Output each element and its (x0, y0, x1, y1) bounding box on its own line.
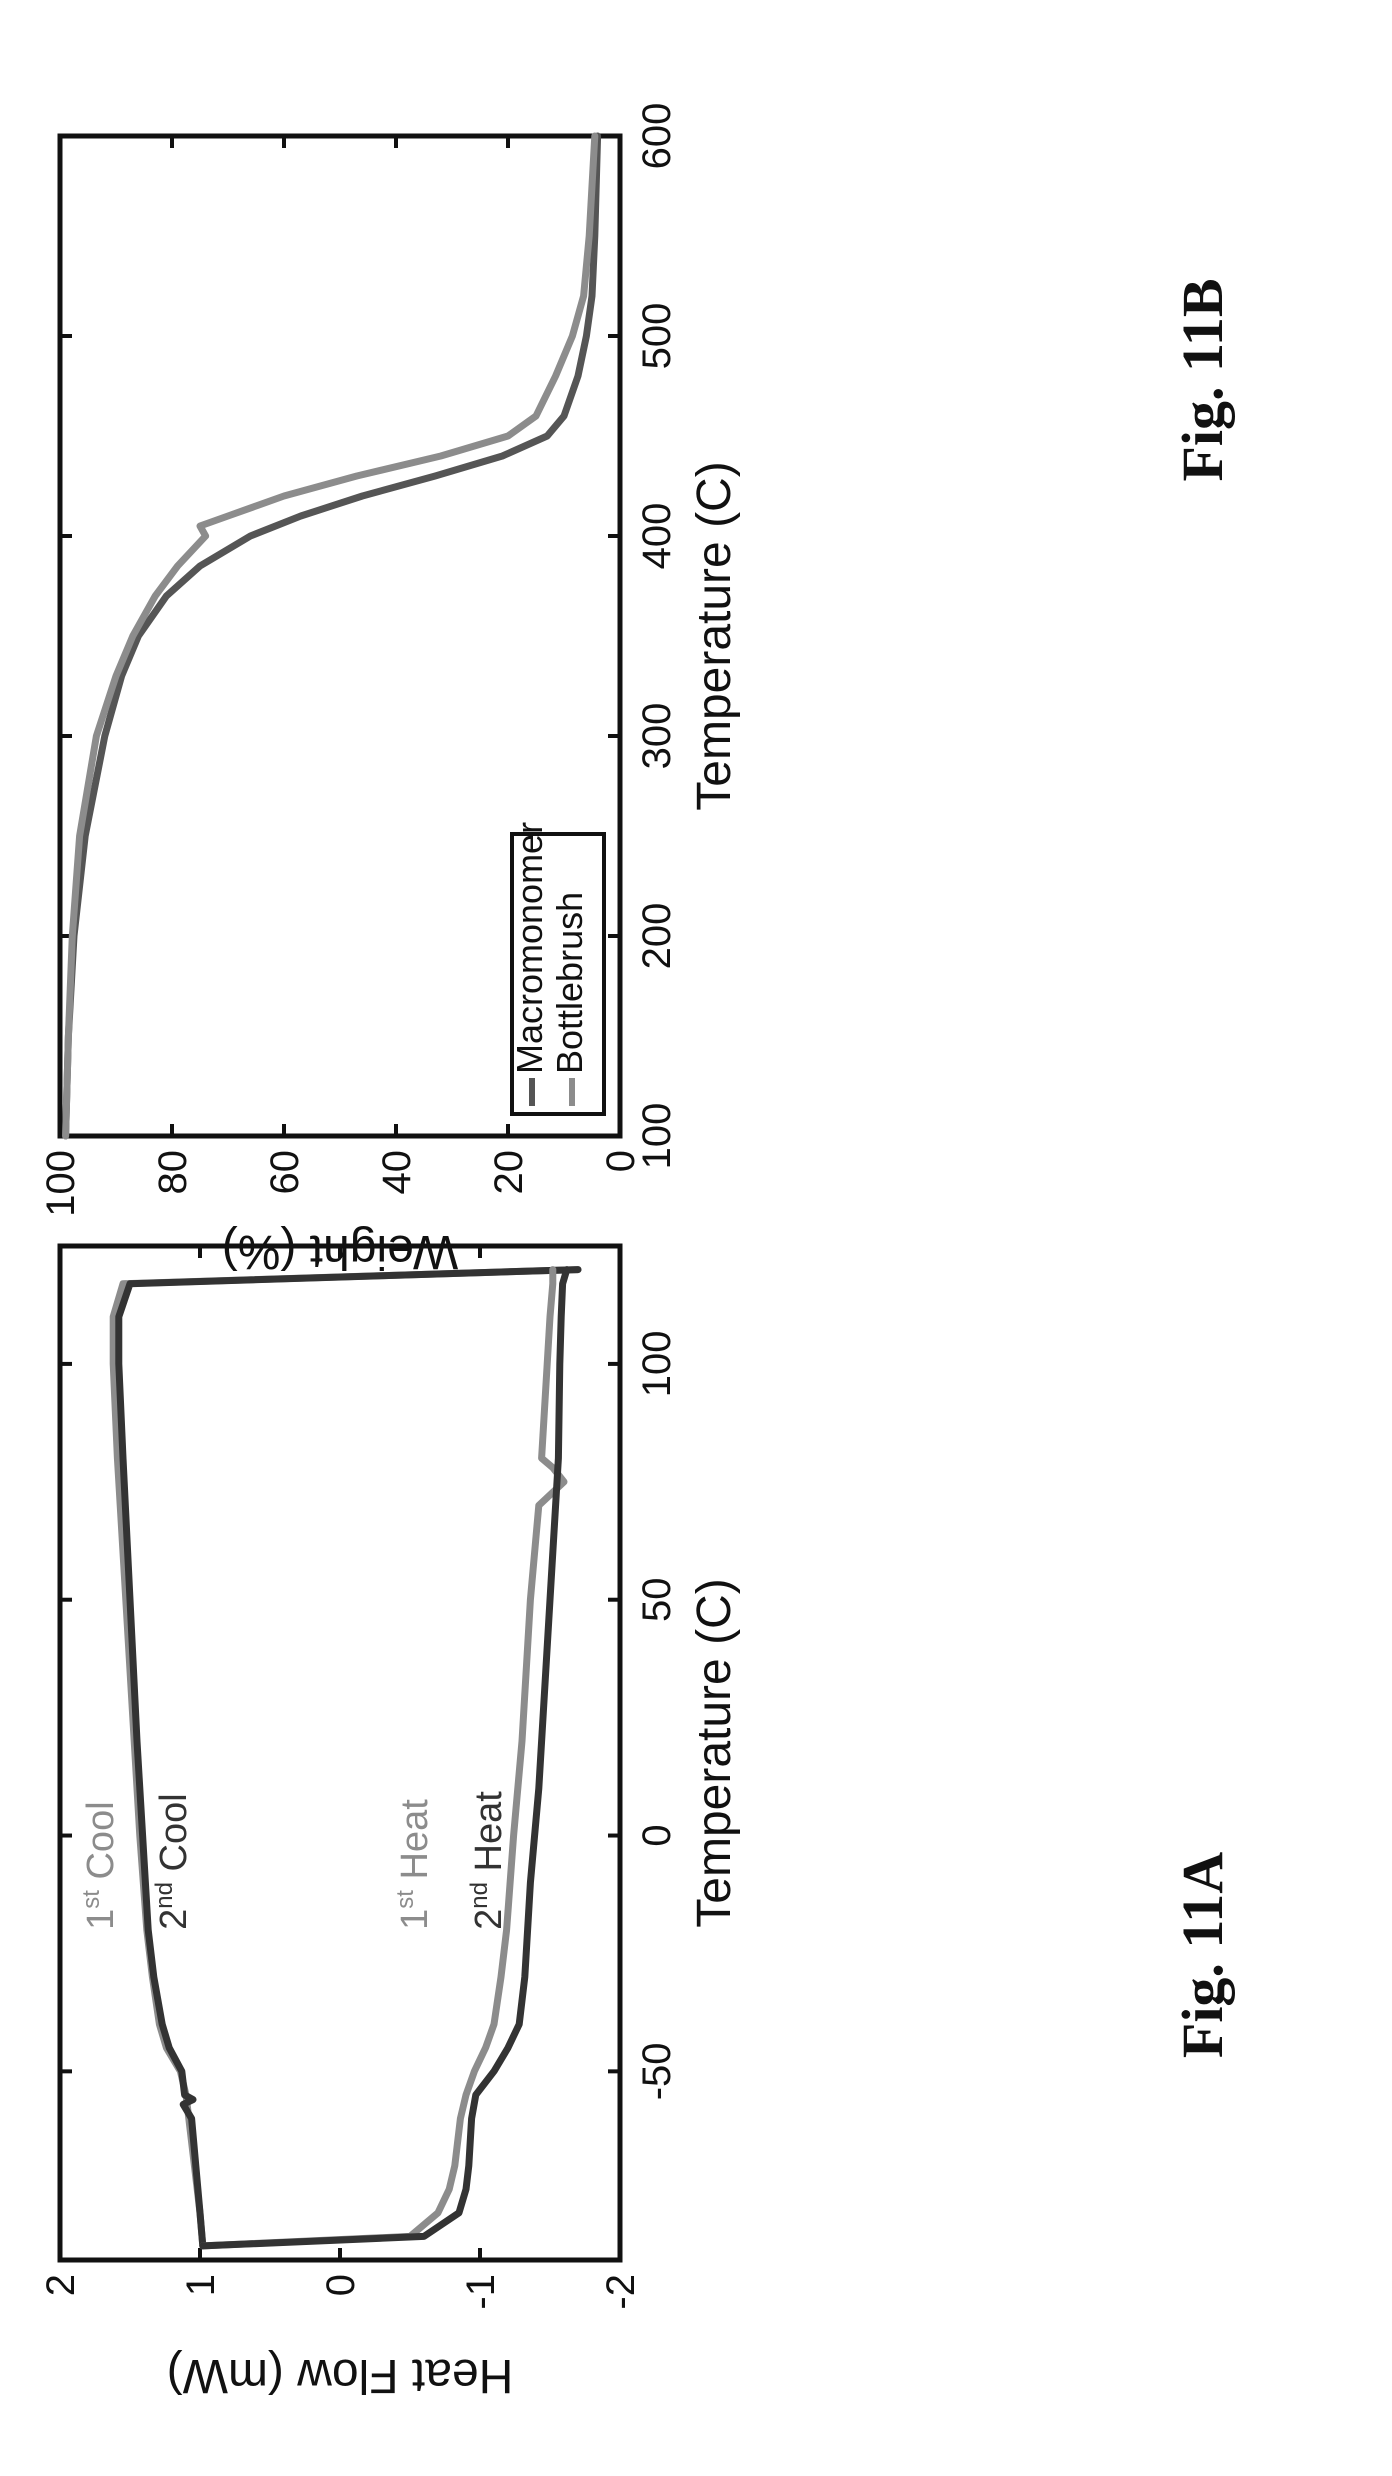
y-tick-label: 100 (39, 1150, 83, 1217)
figure-11b-label: Fig. 11B (1170, 278, 1235, 481)
y-tick-label: 20 (487, 1150, 531, 1195)
x-tick-label: 0 (635, 1824, 679, 1846)
legend-entry: Macromonomer (509, 822, 550, 1074)
annotation-superscript: nd (151, 1882, 178, 1909)
figure-11a-label: Fig. 11A (1170, 1852, 1235, 2058)
annotation-superscript: st (78, 1890, 105, 1909)
annotation-number: 2 (153, 1909, 195, 1930)
series-line-macromonomer (62, 132, 602, 1140)
y-tick-label: 0 (319, 2274, 363, 2296)
chart-11a: 100 200 300 400 500 600 0 20 40 60 80 100 Temperatur… (39, 103, 741, 1278)
series-line-bottlebrush (62, 132, 599, 1140)
y-tick-label: -1 (459, 2274, 503, 2310)
legend-entry: Bottlebrush (549, 892, 590, 1074)
x-tick-label: 100 (635, 1103, 679, 1170)
annotation-number: 2 (468, 1909, 510, 1930)
y-tick-label: 60 (263, 1150, 307, 1195)
annotation-text: Heat (394, 1799, 436, 1890)
x-tick-label: 100 (635, 1331, 679, 1398)
x-tick-label: 400 (635, 503, 679, 570)
annotation-superscript: st (392, 1890, 419, 1909)
x-tick-label: 300 (635, 703, 679, 770)
x-tick-label: 600 (635, 103, 679, 170)
x-tick-label: 50 (635, 1577, 679, 1622)
annotation-label: 2nd Cool (151, 1793, 195, 1930)
plot-frame (57, 133, 623, 1139)
chart-11b: -50 0 50 100 -2 -1 0 1 2 Temperature (C) Heat Flow… (39, 1243, 741, 2402)
annotation-text: Cool (80, 1801, 122, 1890)
annotation-text: Heat (468, 1791, 510, 1882)
series-line-2nd-cool (115, 1266, 582, 2250)
x-tick-label: -50 (635, 2042, 679, 2100)
annotation-number: 1 (394, 1909, 436, 1930)
annotation-number: 1 (80, 1909, 122, 1930)
series-line-1st-cool (109, 1266, 582, 2250)
y-tick-label: 2 (39, 2274, 83, 2296)
y-tick-label: 0 (599, 1150, 643, 1172)
series-line-2nd-heat (199, 1266, 571, 2250)
annotation-label: 1st Cool (78, 1801, 122, 1930)
annotation-label: 1st Heat (392, 1799, 436, 1930)
x-axis-label: Temperature (C) (688, 461, 741, 810)
y-tick-label: -2 (599, 2274, 643, 2310)
series-line-1st-heat (199, 1266, 568, 2250)
y-tick-label: 40 (375, 1150, 419, 1195)
plot-frame (57, 1243, 623, 2263)
x-tick-label: 200 (635, 903, 679, 970)
y-axis-label: Heat Flow (mW) (167, 2349, 514, 2402)
x-tick-label: 500 (635, 303, 679, 370)
y-tick-label: 80 (151, 1150, 195, 1195)
annotation-label: 2nd Heat (466, 1791, 510, 1930)
annotation-superscript: nd (466, 1882, 493, 1909)
legend-box (510, 832, 606, 1116)
y-tick-label: 1 (179, 2274, 223, 2296)
x-axis-label: Temperature (C) (688, 1578, 741, 1927)
annotation-text: Cool (153, 1793, 195, 1882)
